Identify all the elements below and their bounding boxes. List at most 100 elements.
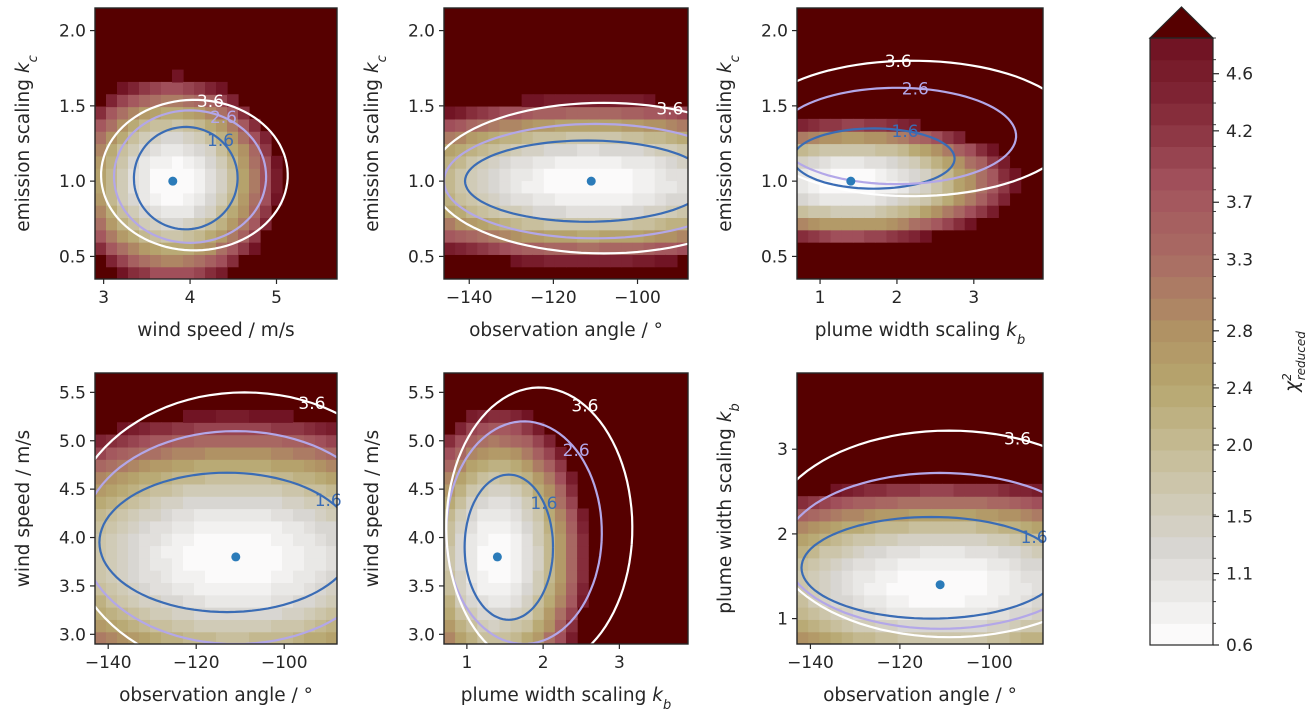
heatmap-cell [315, 434, 327, 448]
heatmap-cell [1009, 570, 1022, 584]
heatmap-cell [260, 545, 272, 559]
heatmap-cell [920, 533, 932, 547]
y-tick-label: 1.5 [761, 97, 788, 117]
heatmap-cell [249, 459, 261, 473]
y-tick-label: 5.0 [408, 432, 435, 452]
heatmap-cell [852, 205, 865, 219]
heatmap-cell [521, 229, 534, 243]
heatmap-cell [194, 570, 206, 584]
heatmap-cell [477, 631, 489, 644]
heatmap-cell [554, 254, 567, 268]
heatmap-cell [808, 192, 820, 206]
heatmap-cell [499, 557, 512, 571]
heatmap-cell [293, 533, 305, 547]
heatmap-cell [510, 192, 523, 206]
x-tick-label: 1 [461, 653, 472, 673]
heatmap-cell [521, 254, 534, 268]
heatmap-cell [216, 570, 228, 584]
heatmap-cell [897, 496, 910, 510]
heatmap-cell [216, 422, 228, 436]
heatmap-cell [227, 446, 239, 460]
heatmap-cell [238, 242, 250, 255]
heatmap-cell [543, 254, 556, 268]
heatmap-cell [216, 94, 228, 108]
heatmap-cell [194, 459, 206, 473]
heatmap-cell [172, 483, 184, 497]
heatmap-cell [841, 143, 854, 157]
heatmap-cell [455, 205, 467, 219]
heatmap-cell [886, 483, 899, 497]
heatmap-cell [975, 496, 988, 510]
heatmap-cell [499, 607, 512, 620]
heatmap-cell [975, 545, 988, 559]
heatmap-cell [117, 483, 129, 497]
heatmap-cell [282, 483, 294, 497]
heatmap-cell [139, 434, 151, 448]
heatmap-cell [117, 607, 129, 620]
heatmap-cell [271, 520, 283, 534]
heatmap-cell [532, 471, 545, 485]
heatmap-cell [1031, 496, 1043, 510]
heatmap-cell [150, 570, 162, 584]
heatmap-cell [875, 496, 888, 510]
heatmap-cell [477, 422, 489, 436]
heatmap-cell [897, 520, 910, 534]
heatmap-cell [455, 422, 467, 436]
heatmap-cell [106, 446, 118, 460]
heatmap-cell [128, 266, 140, 279]
heatmap-cell [632, 155, 645, 169]
heatmap-cell [128, 619, 140, 633]
heatmap-cell [931, 143, 943, 157]
heatmap-cell [841, 131, 854, 145]
heatmap-cell [897, 205, 910, 219]
heatmap-cell [183, 607, 195, 620]
heatmap-cell [106, 607, 118, 620]
heatmap-cell [161, 180, 173, 194]
heatmap-cell [521, 434, 534, 448]
heatmap-cell [95, 483, 107, 497]
heatmap-cell [128, 434, 140, 448]
heatmap-cell [249, 520, 261, 534]
heatmap-cell [676, 155, 688, 169]
heatmap-cell [566, 520, 578, 534]
heatmap-cell [964, 155, 977, 169]
heatmap-cell [304, 520, 316, 534]
heatmap-cell [488, 533, 501, 547]
colorbar-level [1150, 493, 1213, 516]
heatmap-cell [566, 192, 578, 206]
heatmap-cell [466, 471, 478, 485]
heatmap-cell [326, 631, 337, 644]
heatmap-cell [864, 570, 876, 584]
heatmap-cell [139, 192, 151, 206]
heatmap-cell [194, 217, 206, 231]
heatmap-cell [588, 229, 600, 243]
heatmap-cell [942, 180, 955, 194]
heatmap-cell [632, 143, 645, 157]
heatmap-cell [654, 217, 667, 231]
heatmap-cell [227, 131, 239, 145]
heatmap-cell [521, 459, 534, 473]
heatmap-cell [942, 582, 955, 596]
heatmap-cell [554, 619, 567, 633]
heatmap-cell [194, 143, 206, 157]
heatmap-cell [139, 94, 151, 108]
contour-2-6 [797, 86, 1018, 186]
heatmap-cell [227, 557, 239, 571]
colorbar-level [1150, 428, 1213, 451]
heatmap-cell [886, 594, 899, 608]
y-tick-label: 4.5 [59, 480, 86, 500]
heatmap-cell [477, 217, 489, 231]
heatmap-cell [139, 205, 151, 219]
heatmap-cell [161, 205, 173, 219]
x-tick-label: −140 [446, 288, 493, 308]
heatmap-cell [128, 192, 140, 206]
heatmap-cell [139, 582, 151, 596]
heatmap-cell [875, 520, 888, 534]
heatmap-cell [908, 594, 921, 608]
heatmap-cell [172, 217, 184, 231]
heatmap-cell [238, 459, 250, 473]
heatmap-cell [326, 557, 337, 571]
heatmap-cell [654, 131, 667, 145]
heatmap-cell [588, 242, 600, 255]
heatmap-cell [819, 180, 832, 194]
